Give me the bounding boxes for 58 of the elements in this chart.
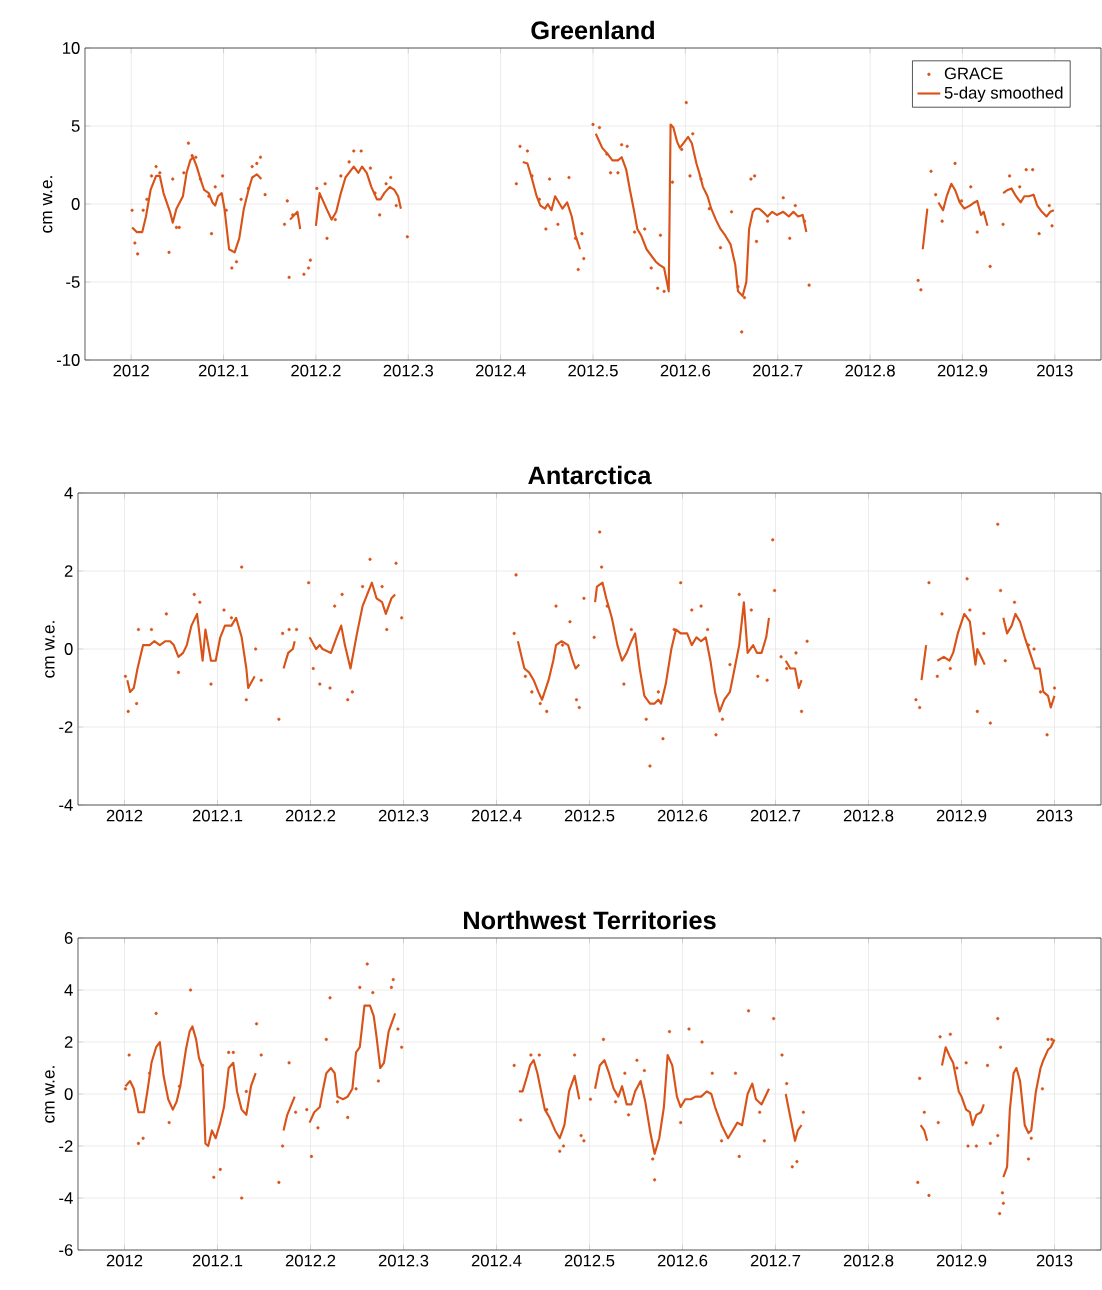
x-tick-label: 2012.4 [475, 364, 526, 377]
chart-title: Greenland [531, 20, 654, 40]
x-tick-label: 2013 [1036, 1254, 1073, 1267]
y-tick-label: -4 [59, 1192, 73, 1204]
x-tick-label: 2012.9 [936, 1254, 987, 1267]
x-tick-label: 2012.6 [657, 1254, 708, 1267]
y-tick-label: 0 [71, 198, 80, 210]
x-tick-label: 2012.9 [936, 809, 987, 822]
x-tick-label: 2012.8 [845, 364, 895, 377]
x-tick-label: 2012.5 [568, 364, 618, 377]
x-tick-label: 2013 [1037, 364, 1073, 377]
chart-title: Northwest Territories [464, 910, 716, 930]
x-tick-label: 2012.5 [564, 809, 615, 822]
y-tick-label: 0 [64, 643, 73, 655]
x-tick-label: 2012.3 [378, 809, 429, 822]
chart-title: Antarctica [528, 465, 652, 485]
x-tick-label: 2012.4 [471, 1254, 522, 1267]
x-tick-label: 2012.1 [192, 809, 243, 822]
y-tick-label: -5 [66, 276, 80, 288]
x-tick-label: 2012.3 [378, 1254, 429, 1267]
x-tick-label: 2012.1 [198, 364, 249, 377]
y-tick-label: 2 [64, 1036, 73, 1048]
x-tick-label: 2012.6 [657, 809, 708, 822]
y-axis-title: cm w.e. [45, 1066, 55, 1123]
x-tick-label: 2012.3 [383, 364, 434, 377]
x-tick-label: 2012.7 [750, 809, 801, 822]
x-tick-label: 2012 [106, 809, 143, 822]
y-tick-label: 4 [64, 984, 73, 996]
x-tick-label: 2012.2 [285, 1254, 336, 1267]
x-tick-label: 2012.8 [843, 1254, 894, 1267]
x-tick-label: 2012.9 [937, 364, 988, 377]
x-tick-label: 2012.1 [192, 1254, 243, 1267]
y-tick-label: 5 [71, 120, 80, 132]
x-tick-label: 2012.8 [843, 809, 894, 822]
y-axis-title: cm w.e. [42, 176, 53, 233]
x-tick-label: 2012.7 [750, 1254, 801, 1267]
y-tick-label: -6 [59, 1244, 73, 1256]
x-tick-label: 2012 [106, 1254, 143, 1267]
x-tick-label: 2012.2 [285, 809, 336, 822]
x-tick-label: 2012.7 [753, 364, 803, 377]
x-tick-label: 2012.4 [471, 809, 522, 822]
y-axis-title: cm w.e. [45, 621, 55, 678]
legend-label: GRACE [944, 67, 1003, 80]
y-tick-label: -2 [59, 721, 73, 733]
y-tick-label: -2 [59, 1140, 73, 1152]
x-tick-label: 2012.6 [660, 364, 711, 377]
y-tick-label: 6 [64, 932, 73, 944]
y-tick-label: -4 [59, 799, 73, 811]
x-tick-label: 2013 [1036, 809, 1073, 822]
x-tick-label: 2012.5 [564, 1254, 615, 1267]
y-tick-label: 2 [64, 565, 73, 577]
y-tick-label: -10 [56, 354, 80, 366]
y-tick-label: 0 [64, 1088, 73, 1100]
y-tick-label: 4 [64, 487, 73, 499]
x-tick-label: 2012 [113, 364, 149, 377]
legend-label: 5-day smoothed [944, 86, 1063, 102]
x-tick-label: 2012.2 [291, 364, 341, 377]
y-tick-label: 10 [63, 42, 80, 54]
